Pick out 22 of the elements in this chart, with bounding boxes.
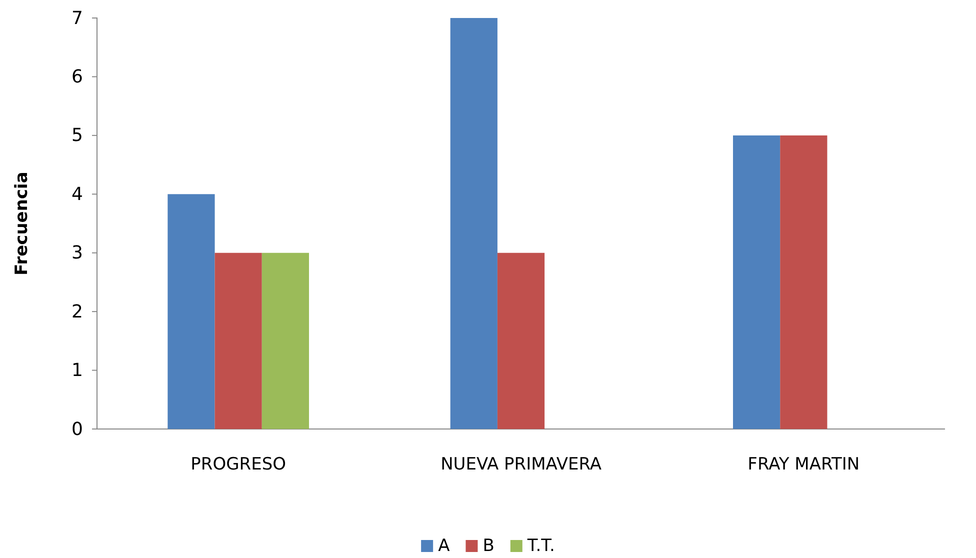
y-tick-label: 4 xyxy=(72,184,83,205)
y-tick-label: 7 xyxy=(72,8,83,29)
y-tick-label: 5 xyxy=(72,125,83,146)
y-tick-label: 2 xyxy=(72,301,83,322)
bar xyxy=(214,252,262,429)
bar xyxy=(262,252,309,429)
bar xyxy=(780,135,828,429)
legend-label: A xyxy=(438,536,450,556)
x-tick-label: FRAY MARTIN xyxy=(748,454,860,474)
bar xyxy=(497,252,545,429)
y-tick-label: 1 xyxy=(72,360,83,382)
y-tick-label: 6 xyxy=(72,66,83,88)
y-tick-label: 0 xyxy=(72,418,83,440)
y-axis-title: Frecuencia xyxy=(12,172,32,276)
legend-label: B xyxy=(482,536,494,556)
x-tick-label: NUEVA PRIMAVERA xyxy=(440,454,602,474)
y-tick-label: 3 xyxy=(72,242,83,264)
x-tick-label: PROGRESO xyxy=(190,454,286,474)
bar xyxy=(168,194,215,429)
bar xyxy=(733,135,780,429)
legend-label: T.T. xyxy=(526,536,555,556)
bar xyxy=(450,18,498,429)
